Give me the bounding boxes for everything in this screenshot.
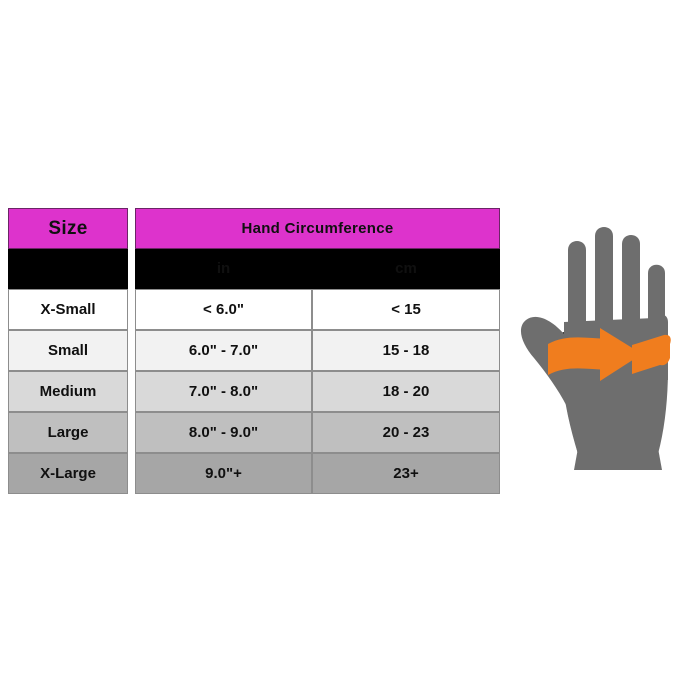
cell-size: Large (8, 412, 128, 453)
column-gap (128, 412, 135, 453)
table-row: X-Large 9.0"+ 23+ (8, 453, 500, 494)
subheader-unit-centimeters: cm (312, 249, 500, 289)
column-gap (128, 453, 135, 494)
column-gap (128, 371, 135, 412)
column-gap (128, 208, 135, 249)
table-row: X-Small < 6.0" < 15 (8, 289, 500, 330)
column-gap (128, 289, 135, 330)
table-row: Large 8.0" - 9.0" 20 - 23 (8, 412, 500, 453)
table-row: Medium 7.0" - 8.0" 18 - 20 (8, 371, 500, 412)
cell-size: Small (8, 330, 128, 371)
column-gap (128, 249, 135, 289)
hand-diagram-svg (520, 227, 671, 470)
hand-measurement-illustration (512, 218, 698, 480)
cell-inches: 7.0" - 8.0" (135, 371, 312, 412)
sizing-table: Size Hand Circumference in cm X-Small < … (8, 208, 500, 494)
cell-centimeters: 23+ (312, 453, 500, 494)
cell-inches: 8.0" - 9.0" (135, 412, 312, 453)
subheader-size-blank (8, 249, 128, 289)
cell-inches: 9.0"+ (135, 453, 312, 494)
subheader-unit-inches: in (135, 249, 312, 289)
cell-size: X-Large (8, 453, 128, 494)
size-chart-table: Size Hand Circumference in cm X-Small < … (8, 208, 500, 494)
header-hand-circumference: Hand Circumference (135, 208, 500, 249)
table-row: Small 6.0" - 7.0" 15 - 18 (8, 330, 500, 371)
cell-centimeters: 20 - 23 (312, 412, 500, 453)
cell-centimeters: 18 - 20 (312, 371, 500, 412)
cell-centimeters: < 15 (312, 289, 500, 330)
cell-size: Medium (8, 371, 128, 412)
cell-size: X-Small (8, 289, 128, 330)
header-size: Size (8, 208, 128, 249)
table-subheader-row: in cm (8, 249, 500, 289)
measuring-band-front-icon (548, 328, 671, 381)
cell-centimeters: 15 - 18 (312, 330, 500, 371)
cell-inches: 6.0" - 7.0" (135, 330, 312, 371)
column-gap (128, 330, 135, 371)
cell-inches: < 6.0" (135, 289, 312, 330)
table-header-row: Size Hand Circumference (8, 208, 500, 249)
